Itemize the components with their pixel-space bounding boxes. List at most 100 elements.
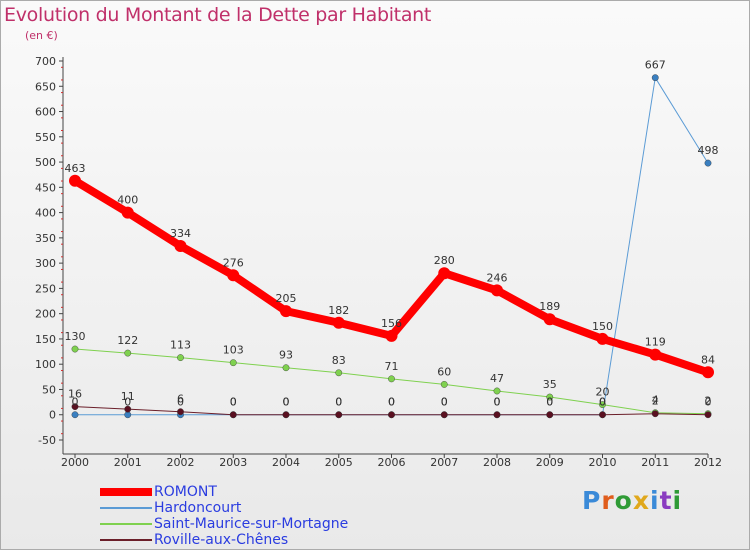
x-tick-label: 2007 bbox=[430, 456, 458, 469]
data-point bbox=[704, 159, 712, 167]
chart-title: Evolution du Montant de la Dette par Hab… bbox=[4, 4, 432, 26]
data-point bbox=[493, 411, 501, 419]
y-tick-label: 100 bbox=[35, 358, 56, 371]
data-label: 0 bbox=[546, 396, 553, 409]
y-tick-label: 250 bbox=[35, 282, 56, 295]
data-label: 6 bbox=[177, 393, 184, 406]
data-point bbox=[385, 329, 398, 342]
data-label: 113 bbox=[170, 339, 191, 352]
data-label: 0 bbox=[705, 396, 712, 409]
data-point bbox=[121, 206, 134, 219]
data-label: 122 bbox=[117, 334, 138, 347]
data-point bbox=[388, 375, 395, 383]
x-tick-label: 2004 bbox=[272, 456, 300, 469]
x-tick-label: 2011 bbox=[641, 456, 669, 469]
brand-letter: P bbox=[582, 486, 602, 515]
data-label: 103 bbox=[223, 344, 244, 357]
y-tick-label: 300 bbox=[35, 257, 56, 270]
data-label: 0 bbox=[124, 396, 131, 409]
chart-subtitle: (en €) bbox=[25, 29, 58, 42]
data-point bbox=[440, 411, 448, 419]
data-label: 20 bbox=[596, 386, 610, 399]
data-label: 0 bbox=[283, 396, 290, 409]
data-point bbox=[332, 316, 345, 329]
data-point bbox=[229, 359, 237, 367]
x-tick-label: 2005 bbox=[325, 456, 353, 469]
data-label: 60 bbox=[437, 365, 451, 378]
x-tick-label: 2008 bbox=[483, 456, 511, 469]
data-label: 182 bbox=[328, 304, 349, 317]
data-label: 463 bbox=[65, 162, 86, 175]
data-point bbox=[229, 411, 237, 419]
brand-letter: i bbox=[672, 486, 683, 515]
data-label: 205 bbox=[276, 292, 297, 305]
legend-label: ROMONT bbox=[154, 484, 217, 500]
data-label: 16 bbox=[68, 388, 82, 401]
data-point bbox=[702, 366, 714, 379]
y-tick-label: 200 bbox=[35, 308, 56, 321]
data-point bbox=[388, 411, 395, 419]
y-tick-label: 600 bbox=[35, 106, 56, 119]
data-label: 0 bbox=[441, 396, 448, 409]
data-point bbox=[546, 411, 554, 419]
x-tick-label: 2000 bbox=[61, 456, 89, 469]
data-point bbox=[599, 401, 606, 409]
data-point bbox=[174, 239, 187, 252]
data-point bbox=[599, 411, 606, 419]
data-point bbox=[493, 387, 501, 395]
x-tick-label: 2009 bbox=[536, 456, 564, 469]
data-label: 0 bbox=[546, 396, 553, 409]
y-tick-label: 50 bbox=[42, 383, 56, 396]
brand-letter: x bbox=[632, 486, 650, 515]
brand-logo: Proxiti bbox=[582, 486, 682, 515]
data-point bbox=[440, 381, 448, 388]
data-label: 0 bbox=[494, 396, 501, 409]
data-point bbox=[124, 349, 132, 357]
brand-letter: o bbox=[614, 486, 633, 515]
data-point bbox=[651, 410, 659, 418]
data-point bbox=[438, 267, 451, 280]
data-point bbox=[227, 269, 240, 282]
data-label: 119 bbox=[645, 336, 666, 349]
data-point bbox=[124, 405, 132, 413]
y-tick-label: 450 bbox=[35, 181, 56, 194]
x-tick-label: 2012 bbox=[694, 456, 722, 469]
data-label: 0 bbox=[230, 396, 237, 409]
data-point bbox=[280, 305, 292, 318]
data-label: 400 bbox=[117, 194, 138, 207]
data-point bbox=[596, 332, 609, 345]
data-point bbox=[335, 411, 343, 419]
x-tick-label: 2001 bbox=[114, 456, 142, 469]
data-label: 71 bbox=[385, 360, 399, 373]
y-tick-label: 500 bbox=[35, 156, 56, 169]
legend-swatch bbox=[100, 488, 152, 496]
legend-label: Roville-aux-Chênes bbox=[154, 532, 289, 548]
brand-letter: i bbox=[650, 486, 660, 515]
data-label: 246 bbox=[487, 271, 508, 284]
data-label: 2 bbox=[705, 395, 712, 408]
x-tick-label: 2003 bbox=[219, 456, 247, 469]
data-label: 2 bbox=[652, 395, 659, 408]
data-point bbox=[546, 393, 554, 401]
y-tick-label: -50 bbox=[38, 434, 56, 447]
data-label: 0 bbox=[335, 396, 342, 409]
data-label: 0 bbox=[283, 396, 290, 409]
data-label: 0 bbox=[599, 396, 606, 409]
data-label: 334 bbox=[170, 227, 191, 240]
x-tick-label: 2002 bbox=[167, 456, 195, 469]
y-tick-label: 150 bbox=[35, 333, 56, 346]
data-label: 0 bbox=[599, 396, 606, 409]
data-label: 150 bbox=[592, 320, 613, 333]
y-tick-label: 350 bbox=[35, 232, 56, 245]
y-tick-label: 0 bbox=[49, 409, 56, 422]
data-point bbox=[491, 284, 503, 297]
data-label: 498 bbox=[698, 144, 719, 157]
data-label: 0 bbox=[177, 396, 184, 409]
data-label: 35 bbox=[543, 378, 557, 391]
data-label: 667 bbox=[645, 59, 666, 72]
brand-letter: t bbox=[659, 486, 673, 515]
data-point bbox=[704, 411, 712, 419]
data-point bbox=[177, 408, 184, 416]
data-label: 280 bbox=[434, 254, 455, 267]
